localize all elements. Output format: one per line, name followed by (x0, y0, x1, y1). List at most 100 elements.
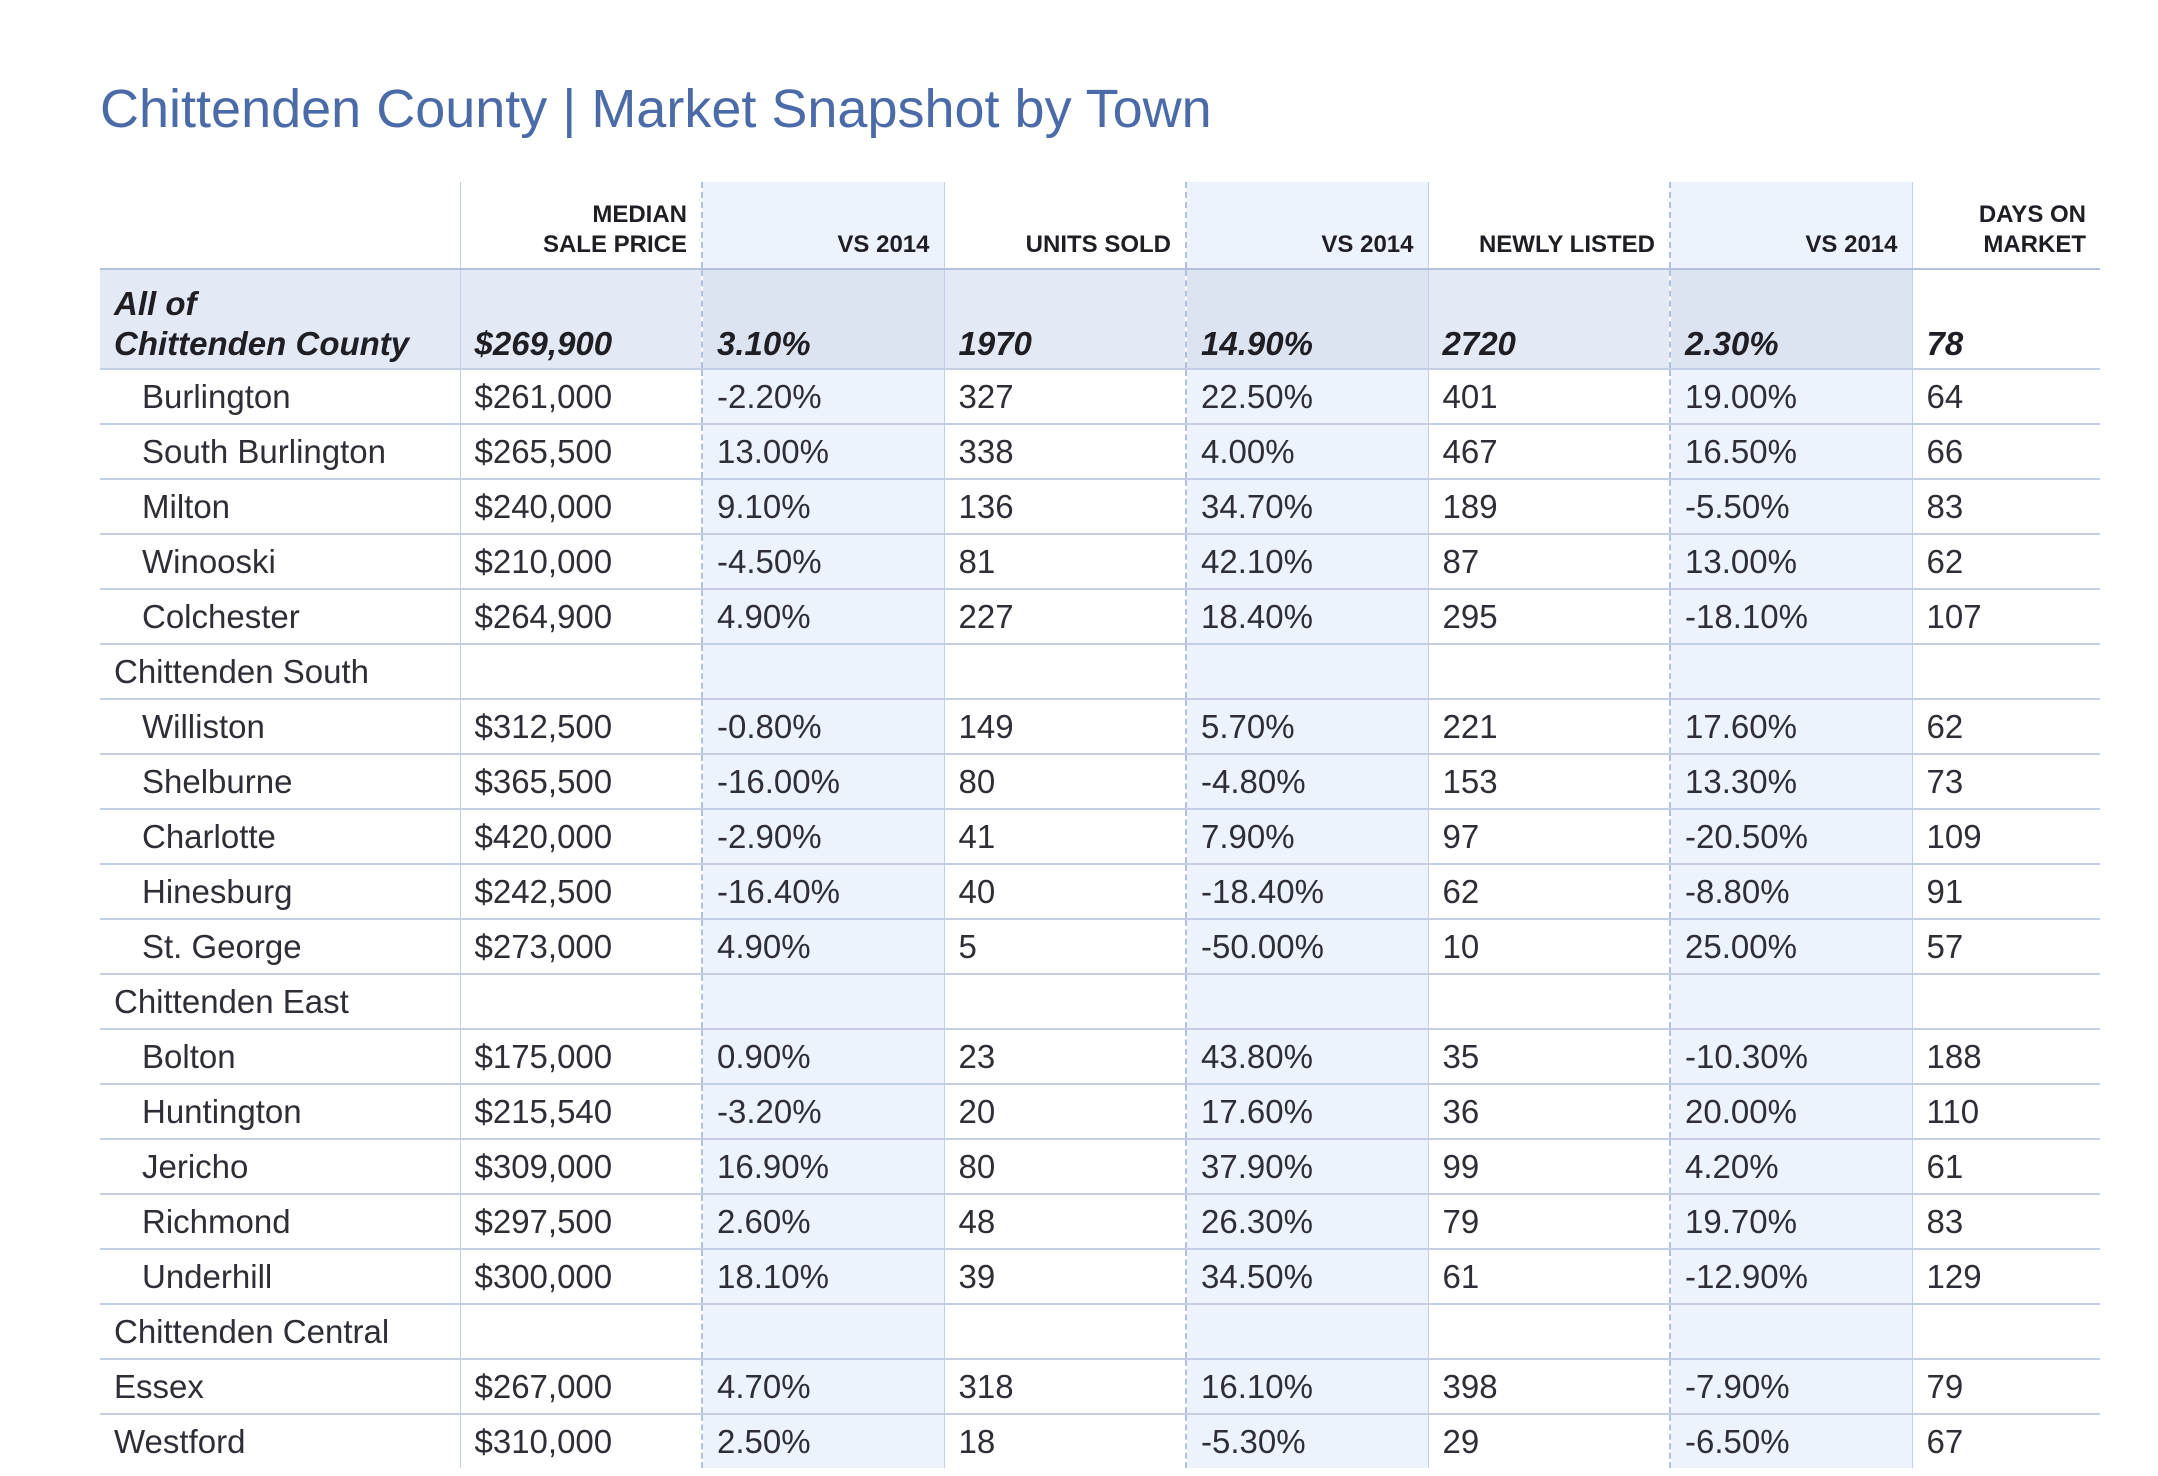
table-row: Hinesburg $242,500 -16.40% 40 -18.40% 62 -8.80… (100, 863, 2100, 919)
data-cell: 39 (943, 1248, 1186, 1304)
table-row: St. George $273,000 4.90% 5 -50.00% 10 25.00% 5… (100, 918, 2100, 974)
data-cell: 10 (1427, 918, 1670, 974)
data-cell: 83 (1911, 478, 2100, 534)
data-cell: 1970 (943, 269, 1186, 369)
data-cell (459, 643, 702, 699)
town-name: Burlington (100, 368, 460, 424)
data-cell (701, 643, 944, 699)
data-cell (1911, 973, 2100, 1029)
data-cell: 13.30% (1669, 753, 1912, 809)
data-cell: -3.20% (701, 1083, 944, 1139)
table-row: Charlotte $420,000 -2.90% 41 7.90% 97 -20.50% 1… (100, 808, 2100, 864)
data-cell: 318 (943, 1358, 1186, 1414)
data-cell: 41 (943, 808, 1186, 864)
data-cell: 14.90% (1185, 269, 1428, 369)
data-cell: $210,000 (459, 533, 702, 589)
data-cell: 80 (943, 1138, 1186, 1194)
data-cell: 91 (1911, 863, 2100, 919)
table-row: Williston $312,500 -0.80% 149 5.70% 221 17.60%… (100, 698, 2100, 754)
data-cell: 34.70% (1185, 478, 1428, 534)
data-cell: 9.10% (701, 478, 944, 534)
table-row: Westford $310,000 2.50% 18 -5.30% 29 -6.50% 67 (100, 1413, 2100, 1468)
data-cell: 67 (1911, 1413, 2100, 1468)
town-name: Charlotte (100, 808, 460, 864)
data-cell: 61 (1427, 1248, 1670, 1304)
data-cell: 37.90% (1185, 1138, 1428, 1194)
column-header: VS 2014 (701, 182, 944, 270)
town-name: South Burlington (100, 423, 460, 479)
data-cell: 83 (1911, 1193, 2100, 1249)
town-name: Shelburne (100, 753, 460, 809)
data-cell: $297,500 (459, 1193, 702, 1249)
data-cell: -5.30% (1185, 1413, 1428, 1468)
data-cell: $175,000 (459, 1028, 702, 1084)
town-name: Williston (100, 698, 460, 754)
data-cell: -2.90% (701, 808, 944, 864)
data-cell: -12.90% (1669, 1248, 1912, 1304)
data-cell (1669, 973, 1912, 1029)
data-cell: 153 (1427, 753, 1670, 809)
data-cell: 0.90% (701, 1028, 944, 1084)
data-cell: 7.90% (1185, 808, 1428, 864)
data-cell (943, 1303, 1186, 1359)
data-cell: $240,000 (459, 478, 702, 534)
data-cell: 87 (1427, 533, 1670, 589)
data-cell: 61 (1911, 1138, 2100, 1194)
data-cell: 19.70% (1669, 1193, 1912, 1249)
data-cell: -10.30% (1669, 1028, 1912, 1084)
data-cell (1427, 1303, 1670, 1359)
town-name: St. George (100, 918, 460, 974)
data-cell: 99 (1427, 1138, 1670, 1194)
data-cell (701, 1303, 944, 1359)
data-cell: 79 (1427, 1193, 1670, 1249)
data-cell: 17.60% (1185, 1083, 1428, 1139)
data-cell (459, 1303, 702, 1359)
data-cell: 2.50% (701, 1413, 944, 1468)
data-cell: -4.50% (701, 533, 944, 589)
data-cell: 13.00% (1669, 533, 1912, 589)
data-cell: 57 (1911, 918, 2100, 974)
data-cell: 26.30% (1185, 1193, 1428, 1249)
town-name: Jericho (100, 1138, 460, 1194)
total-row: All of Chittenden County $269,900 3.10% 1970… (100, 269, 2100, 369)
data-cell: 107 (1911, 588, 2100, 644)
table-body: All of Chittenden County $269,900 3.10% 1970… (100, 269, 2100, 1468)
data-cell: 295 (1427, 588, 1670, 644)
data-cell: 23 (943, 1028, 1186, 1084)
data-cell: $261,000 (459, 368, 702, 424)
town-name: Colchester (100, 588, 460, 644)
data-cell: 18 (943, 1413, 1186, 1468)
data-cell: 42.10% (1185, 533, 1428, 589)
data-cell: 136 (943, 478, 1186, 534)
data-cell (1669, 1303, 1912, 1359)
town-name: Milton (100, 478, 460, 534)
data-cell (1185, 643, 1428, 699)
data-cell: 64 (1911, 368, 2100, 424)
town-name: Essex (100, 1358, 460, 1414)
table-row: Winooski $210,000 -4.50% 81 42.10% 87 13.00% 62 (100, 533, 2100, 589)
data-cell: 401 (1427, 368, 1670, 424)
data-cell: 13.00% (701, 423, 944, 479)
data-cell: 43.80% (1185, 1028, 1428, 1084)
data-cell: 3.10% (701, 269, 944, 369)
table-row: South Burlington $265,500 13.00% 338 4.00% 46… (100, 423, 2100, 479)
data-cell: $309,000 (459, 1138, 702, 1194)
data-cell: 62 (1911, 698, 2100, 754)
data-cell: 129 (1911, 1248, 2100, 1304)
data-cell: 16.10% (1185, 1358, 1428, 1414)
town-name: Underhill (100, 1248, 460, 1304)
data-cell: 40 (943, 863, 1186, 919)
data-cell: 66 (1911, 423, 2100, 479)
table-row: Bolton $175,000 0.90% 23 43.80% 35 -10.30% 188 (100, 1028, 2100, 1084)
data-cell: -16.40% (701, 863, 944, 919)
data-cell: -5.50% (1669, 478, 1912, 534)
data-cell: 20.00% (1669, 1083, 1912, 1139)
data-cell: 19.00% (1669, 368, 1912, 424)
column-header: MEDIAN SALE PRICE (459, 182, 702, 270)
data-cell: 4.70% (701, 1358, 944, 1414)
data-cell: $265,500 (459, 423, 702, 479)
data-cell: 221 (1427, 698, 1670, 754)
data-cell: -8.80% (1669, 863, 1912, 919)
data-cell (943, 643, 1186, 699)
data-cell: 25.00% (1669, 918, 1912, 974)
